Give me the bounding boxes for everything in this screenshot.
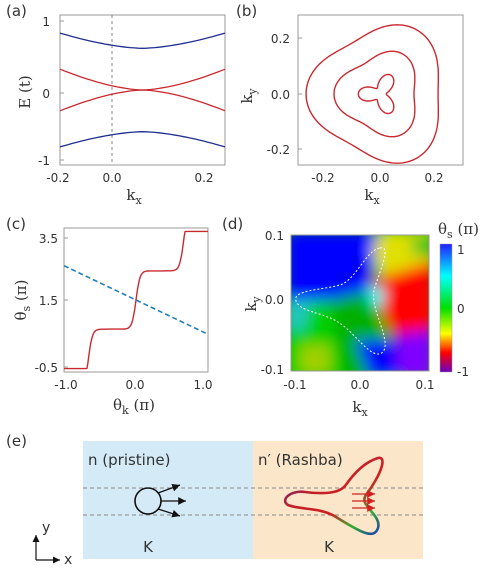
band-curve-0 bbox=[59, 32, 226, 49]
panel-b-label: (b) bbox=[236, 2, 257, 20]
panel-a-xtick-02: 0.2 bbox=[194, 171, 213, 185]
panel-a-curves bbox=[59, 32, 226, 148]
theta-s-curve bbox=[64, 230, 208, 370]
panel-d-heatmap bbox=[291, 235, 429, 371]
panel-a-ytick-1: 1 bbox=[42, 15, 50, 29]
region-left-label: n (pristine) bbox=[88, 451, 170, 469]
band-curve-3 bbox=[59, 131, 226, 148]
panel-d-label: (d) bbox=[222, 215, 243, 233]
band-curve-1 bbox=[59, 68, 226, 91]
axis-x-label: x bbox=[64, 552, 72, 568]
panel-b-xtick-m02: -0.2 bbox=[311, 171, 334, 185]
panel-a-ytick-0: 0 bbox=[42, 87, 50, 101]
panel-b-contours bbox=[305, 24, 439, 164]
rashba-region bbox=[253, 441, 423, 559]
panel-c-xtick-m1: -1.0 bbox=[54, 378, 77, 392]
panel-d-cbar-tick-1: 1 bbox=[457, 243, 465, 257]
panel-d: (d) 0.1 0.0 -0.1 -0.1 0.0 0.1 bbox=[222, 215, 479, 419]
axis-y-label: y bbox=[42, 520, 50, 536]
panel-a-label: (a) bbox=[6, 2, 27, 20]
panel-b-ytick-02: 0.2 bbox=[271, 32, 290, 46]
band-curve-2 bbox=[59, 89, 226, 112]
contour-2 bbox=[357, 73, 395, 115]
panel-a-ylabel: E (t) bbox=[16, 75, 34, 108]
panel-c-ytick-m05: -0.5 bbox=[35, 361, 58, 375]
pristine-region bbox=[83, 441, 253, 559]
panel-c-ytick-35: 3.5 bbox=[39, 232, 58, 246]
panel-c-curves bbox=[63, 230, 209, 370]
panel-d-colorbar bbox=[439, 243, 453, 373]
panel-c-xlabel: θk (π) bbox=[113, 396, 155, 417]
panel-e-label: (e) bbox=[6, 432, 27, 450]
panel-d-ytick-m01: -0.1 bbox=[261, 363, 284, 377]
panel-a-xtick-0: 0.0 bbox=[102, 171, 121, 185]
panel-b: (b) 0.2 0.0 -0.2 -0.2 0.0 0.2 kx ky bbox=[236, 2, 464, 207]
panel-b-xlabel: kx bbox=[364, 186, 380, 207]
panel-b-xtick-0: 0.0 bbox=[370, 171, 389, 185]
panel-c-ylabel: θs (π) bbox=[12, 279, 33, 320]
panel-d-cbar-tick-0: 0 bbox=[457, 302, 465, 316]
panel-a-xlabel: kx bbox=[126, 186, 142, 207]
rashba-velocity-arrows bbox=[352, 490, 375, 512]
contour-0 bbox=[305, 24, 439, 164]
panel-d-xtick-m01: -0.1 bbox=[283, 378, 306, 392]
pristine-velocity-arrows bbox=[157, 484, 186, 518]
panel-d-ylabel: ky bbox=[242, 296, 263, 312]
dashed-reference-line bbox=[63, 264, 209, 336]
panel-c-xtick-0: 0.0 bbox=[125, 378, 144, 392]
contour-1 bbox=[333, 50, 416, 138]
panel-b-ytick-m02: -0.2 bbox=[267, 143, 290, 157]
panel-b-frame bbox=[297, 14, 464, 166]
panel-c-ytick-15: 1.5 bbox=[39, 294, 58, 308]
panel-c: (c) 3.5 1.5 -0.5 -1.0 0.0 1.0 θk (π) θs … bbox=[6, 215, 213, 417]
panel-a-ytick-m1: -1 bbox=[38, 154, 50, 168]
valley-right-label: K bbox=[324, 538, 335, 556]
panel-b-ylabel: ky bbox=[238, 88, 259, 104]
valley-left-label: K bbox=[143, 538, 154, 556]
panel-d-ytick-01: 0.1 bbox=[265, 229, 284, 243]
panel-e: (e) n (pristine) n′ (Rashba) K K y x bbox=[6, 432, 423, 568]
panel-a-xtick-m02: -0.2 bbox=[46, 171, 69, 185]
panel-c-label: (c) bbox=[6, 215, 26, 233]
panel-d-frame bbox=[290, 234, 430, 372]
panel-d-colorbar-title: θs (π) bbox=[438, 220, 479, 241]
panel-b-ytick-0: 0.0 bbox=[271, 88, 290, 102]
panel-d-xtick-0: 0.0 bbox=[350, 378, 369, 392]
panel-a-frame bbox=[59, 14, 226, 166]
panel-b-xtick-02: 0.2 bbox=[424, 171, 443, 185]
panel-a: (a) 1 0 -1 -0.2 0.0 0.2 kx E (t) bbox=[6, 2, 226, 207]
panel-d-fermi-contour bbox=[295, 247, 386, 355]
panel-d-xlabel: kx bbox=[352, 398, 368, 419]
region-right-label: n′ (Rashba) bbox=[258, 451, 343, 469]
panel-d-ytick-0: 0.0 bbox=[265, 293, 284, 307]
panel-d-xtick-01: 0.1 bbox=[415, 378, 434, 392]
rashba-fermi-contour bbox=[283, 456, 384, 536]
panel-d-cbar-tick-m1: -1 bbox=[457, 365, 469, 379]
panel-c-xtick-1: 1.0 bbox=[193, 378, 212, 392]
